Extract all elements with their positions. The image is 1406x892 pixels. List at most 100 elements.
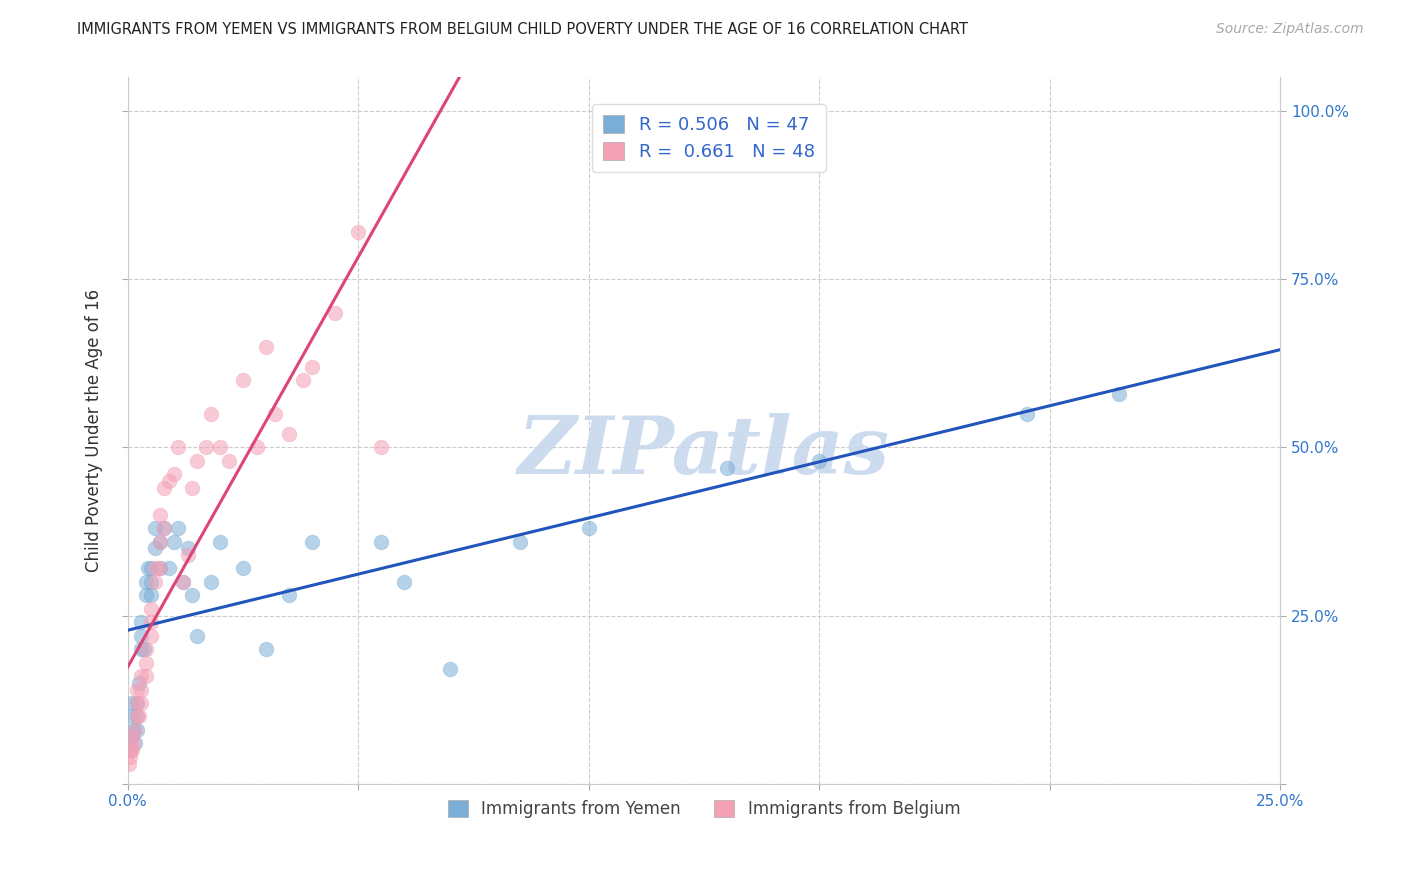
Point bbox=[163, 534, 186, 549]
Point bbox=[149, 561, 172, 575]
Point bbox=[139, 588, 162, 602]
Point bbox=[124, 736, 146, 750]
Point bbox=[135, 642, 157, 657]
Point bbox=[139, 629, 162, 643]
Point bbox=[139, 574, 162, 589]
Point bbox=[128, 709, 150, 723]
Point bbox=[439, 662, 461, 676]
Point bbox=[264, 407, 287, 421]
Point bbox=[208, 441, 231, 455]
Point bbox=[135, 656, 157, 670]
Point bbox=[131, 642, 153, 657]
Point bbox=[125, 682, 148, 697]
Point bbox=[254, 642, 277, 657]
Point bbox=[125, 696, 148, 710]
Point bbox=[301, 534, 323, 549]
Point bbox=[218, 454, 240, 468]
Point bbox=[301, 359, 323, 374]
Point bbox=[139, 602, 162, 616]
Point bbox=[121, 709, 143, 723]
Point bbox=[149, 508, 172, 522]
Point bbox=[118, 756, 141, 771]
Point bbox=[176, 541, 198, 556]
Point bbox=[172, 574, 194, 589]
Point bbox=[808, 454, 831, 468]
Point bbox=[121, 696, 143, 710]
Point bbox=[143, 521, 166, 535]
Point bbox=[291, 373, 314, 387]
Point bbox=[122, 723, 145, 737]
Point bbox=[153, 521, 176, 535]
Point bbox=[149, 561, 172, 575]
Point bbox=[131, 669, 153, 683]
Legend: Immigrants from Yemen, Immigrants from Belgium: Immigrants from Yemen, Immigrants from B… bbox=[441, 793, 967, 825]
Point bbox=[370, 441, 392, 455]
Point bbox=[143, 541, 166, 556]
Point bbox=[139, 561, 162, 575]
Point bbox=[153, 481, 176, 495]
Point bbox=[278, 426, 301, 441]
Point bbox=[125, 709, 148, 723]
Point bbox=[149, 534, 172, 549]
Point bbox=[125, 696, 148, 710]
Point bbox=[121, 743, 143, 757]
Point bbox=[118, 749, 141, 764]
Point bbox=[172, 574, 194, 589]
Point bbox=[135, 574, 157, 589]
Point bbox=[143, 574, 166, 589]
Point bbox=[139, 615, 162, 630]
Point bbox=[716, 460, 738, 475]
Point bbox=[394, 574, 416, 589]
Point bbox=[181, 588, 204, 602]
Point bbox=[143, 561, 166, 575]
Point bbox=[135, 669, 157, 683]
Point bbox=[167, 441, 190, 455]
Y-axis label: Child Poverty Under the Age of 16: Child Poverty Under the Age of 16 bbox=[86, 289, 103, 572]
Point bbox=[135, 588, 157, 602]
Text: ZIPatlas: ZIPatlas bbox=[517, 413, 890, 491]
Point bbox=[131, 629, 153, 643]
Point bbox=[138, 561, 160, 575]
Point bbox=[132, 642, 155, 657]
Point bbox=[121, 730, 143, 744]
Point bbox=[124, 723, 146, 737]
Point bbox=[186, 629, 208, 643]
Point bbox=[509, 534, 531, 549]
Point bbox=[120, 730, 142, 744]
Text: IMMIGRANTS FROM YEMEN VS IMMIGRANTS FROM BELGIUM CHILD POVERTY UNDER THE AGE OF : IMMIGRANTS FROM YEMEN VS IMMIGRANTS FROM… bbox=[77, 22, 969, 37]
Point bbox=[200, 407, 222, 421]
Point bbox=[370, 534, 392, 549]
Point bbox=[153, 521, 176, 535]
Point bbox=[186, 454, 208, 468]
Point bbox=[120, 743, 142, 757]
Point bbox=[1108, 386, 1130, 401]
Point bbox=[163, 467, 186, 482]
Point bbox=[232, 373, 254, 387]
Point bbox=[131, 682, 153, 697]
Point bbox=[167, 521, 190, 535]
Point bbox=[149, 534, 172, 549]
Point bbox=[131, 696, 153, 710]
Point bbox=[125, 709, 148, 723]
Point bbox=[232, 561, 254, 575]
Point bbox=[1015, 407, 1038, 421]
Point bbox=[278, 588, 301, 602]
Point bbox=[208, 534, 231, 549]
Point bbox=[246, 441, 269, 455]
Point bbox=[131, 615, 153, 630]
Point bbox=[347, 225, 370, 239]
Point bbox=[200, 574, 222, 589]
Text: Source: ZipAtlas.com: Source: ZipAtlas.com bbox=[1216, 22, 1364, 37]
Point bbox=[181, 481, 204, 495]
Point bbox=[254, 339, 277, 353]
Point bbox=[157, 474, 180, 488]
Point bbox=[122, 736, 145, 750]
Point bbox=[118, 743, 141, 757]
Point bbox=[176, 548, 198, 562]
Point bbox=[578, 521, 600, 535]
Point bbox=[323, 306, 346, 320]
Point bbox=[195, 441, 218, 455]
Point bbox=[128, 676, 150, 690]
Point bbox=[125, 723, 148, 737]
Point bbox=[157, 561, 180, 575]
